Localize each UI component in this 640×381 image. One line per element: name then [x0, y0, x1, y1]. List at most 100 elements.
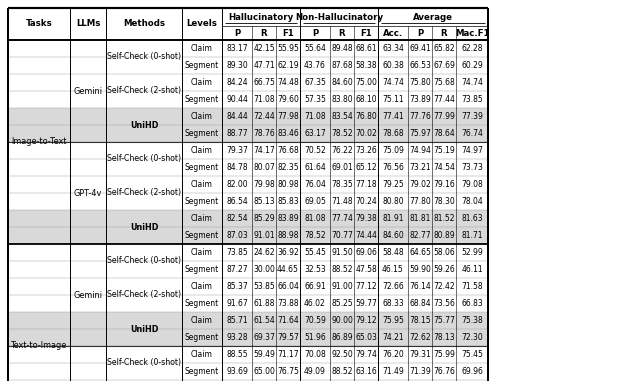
- Text: 73.73: 73.73: [461, 163, 483, 172]
- Text: 72.66: 72.66: [382, 282, 404, 291]
- Text: Segment: Segment: [185, 95, 219, 104]
- Text: 59.49: 59.49: [253, 350, 275, 359]
- Text: Segment: Segment: [185, 163, 219, 172]
- Text: 70.77: 70.77: [331, 231, 353, 240]
- Text: 81.08: 81.08: [304, 214, 326, 223]
- Text: 64.65: 64.65: [409, 248, 431, 257]
- Text: 55.95: 55.95: [277, 44, 299, 53]
- Text: 66.83: 66.83: [461, 299, 483, 308]
- Text: 78.13: 78.13: [433, 333, 455, 342]
- Text: 73.26: 73.26: [355, 146, 377, 155]
- Text: Self-Check (2-shot): Self-Check (2-shot): [107, 86, 181, 96]
- Text: 76.68: 76.68: [277, 146, 299, 155]
- Text: 81.63: 81.63: [461, 214, 483, 223]
- Text: 78.52: 78.52: [304, 231, 326, 240]
- Text: Text-to-Image: Text-to-Image: [11, 341, 67, 351]
- Text: 49.09: 49.09: [304, 367, 326, 376]
- Text: 66.53: 66.53: [409, 61, 431, 70]
- Text: 79.25: 79.25: [382, 180, 404, 189]
- Text: Self-Check (0-shot): Self-Check (0-shot): [107, 155, 181, 163]
- Text: 89.48: 89.48: [331, 44, 353, 53]
- Text: 60.38: 60.38: [382, 61, 404, 70]
- Text: 47.71: 47.71: [253, 61, 275, 70]
- Text: 77.99: 77.99: [433, 112, 455, 121]
- Text: 70.08: 70.08: [304, 350, 326, 359]
- Text: 92.50: 92.50: [331, 350, 353, 359]
- Text: P: P: [312, 29, 318, 37]
- Text: 65.82: 65.82: [433, 44, 455, 53]
- Text: 74.44: 74.44: [355, 231, 377, 240]
- Text: 76.20: 76.20: [382, 350, 404, 359]
- Text: 77.12: 77.12: [355, 282, 377, 291]
- Text: 74.21: 74.21: [382, 333, 404, 342]
- Text: 82.00: 82.00: [226, 180, 248, 189]
- Text: 73.56: 73.56: [433, 299, 455, 308]
- Text: 59.90: 59.90: [409, 265, 431, 274]
- Text: 72.62: 72.62: [409, 333, 431, 342]
- Text: 76.04: 76.04: [304, 180, 326, 189]
- Text: 77.98: 77.98: [277, 112, 299, 121]
- Text: Segment: Segment: [185, 61, 219, 70]
- Text: Self-Check (2-shot): Self-Check (2-shot): [107, 189, 181, 197]
- Text: R: R: [441, 29, 447, 37]
- Text: 71.39: 71.39: [409, 367, 431, 376]
- Text: 32.53: 32.53: [304, 265, 326, 274]
- Text: 71.49: 71.49: [382, 367, 404, 376]
- Text: 61.64: 61.64: [304, 163, 326, 172]
- Text: 75.38: 75.38: [461, 316, 483, 325]
- Text: 68.84: 68.84: [409, 299, 431, 308]
- Text: P: P: [234, 29, 240, 37]
- Text: 93.69: 93.69: [226, 367, 248, 376]
- Text: 82.77: 82.77: [409, 231, 431, 240]
- Bar: [8, 329, 488, 346]
- Text: 67.69: 67.69: [433, 61, 455, 70]
- Text: 84.78: 84.78: [226, 163, 248, 172]
- Text: 74.97: 74.97: [461, 146, 483, 155]
- Text: 72.42: 72.42: [433, 282, 455, 291]
- Text: 75.77: 75.77: [433, 316, 455, 325]
- Text: 68.61: 68.61: [355, 44, 377, 53]
- Text: 91.67: 91.67: [226, 299, 248, 308]
- Text: 77.80: 77.80: [409, 197, 431, 206]
- Text: 78.64: 78.64: [433, 129, 455, 138]
- Bar: [8, 8, 488, 381]
- Text: Claim: Claim: [191, 112, 213, 121]
- Text: UniHD: UniHD: [130, 325, 158, 333]
- Text: 75.09: 75.09: [382, 146, 404, 155]
- Text: 74.54: 74.54: [433, 163, 455, 172]
- Text: 63.17: 63.17: [304, 129, 326, 138]
- Text: 91.01: 91.01: [253, 231, 275, 240]
- Text: 79.98: 79.98: [253, 180, 275, 189]
- Text: LLMs: LLMs: [76, 19, 100, 29]
- Text: 70.52: 70.52: [304, 146, 326, 155]
- Text: 82.35: 82.35: [277, 163, 299, 172]
- Text: 36.92: 36.92: [277, 248, 299, 257]
- Text: GPT-4v: GPT-4v: [74, 189, 102, 197]
- Text: 93.28: 93.28: [226, 333, 248, 342]
- Text: R: R: [339, 29, 346, 37]
- Text: Claim: Claim: [191, 78, 213, 87]
- Text: 66.75: 66.75: [253, 78, 275, 87]
- Text: 79.60: 79.60: [277, 95, 299, 104]
- Text: 77.74: 77.74: [331, 214, 353, 223]
- Text: 88.55: 88.55: [226, 350, 248, 359]
- Text: 89.30: 89.30: [226, 61, 248, 70]
- Bar: [8, 312, 488, 329]
- Text: 75.95: 75.95: [382, 316, 404, 325]
- Text: 85.71: 85.71: [226, 316, 248, 325]
- Text: 72.30: 72.30: [461, 333, 483, 342]
- Text: 78.35: 78.35: [331, 180, 353, 189]
- Text: 73.21: 73.21: [409, 163, 431, 172]
- Text: 51.96: 51.96: [304, 333, 326, 342]
- Text: Self-Check (0-shot): Self-Check (0-shot): [107, 53, 181, 61]
- Text: 84.60: 84.60: [382, 231, 404, 240]
- Text: 71.64: 71.64: [277, 316, 299, 325]
- Text: Segment: Segment: [185, 299, 219, 308]
- Text: 75.11: 75.11: [382, 95, 404, 104]
- Text: 69.01: 69.01: [331, 163, 353, 172]
- Text: 79.08: 79.08: [461, 180, 483, 189]
- Text: 83.17: 83.17: [226, 44, 248, 53]
- Text: 79.38: 79.38: [355, 214, 377, 223]
- Text: 76.22: 76.22: [331, 146, 353, 155]
- Text: Claim: Claim: [191, 44, 213, 53]
